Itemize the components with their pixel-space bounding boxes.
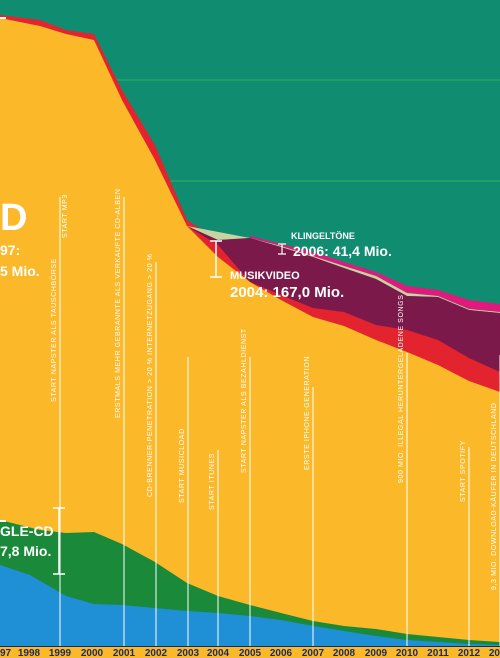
event-label: START NAPSTER ALS BEZAHLDIENST [241,328,248,473]
x-tick-label: 2010 [396,648,419,658]
event-label: CD-BRENNER-PENETRATION > 20 % INTERNETZU… [147,253,154,497]
klingeltoene-value: 2006: 41,4 Mio. [293,243,392,259]
x-tick-label: 2008 [333,648,356,658]
klingeltoene-area [187,226,500,313]
blue-area [0,565,500,646]
event-label: START SPOTIFY [460,440,467,502]
event-label: START MP3 [62,194,69,238]
musikvideo-name: MUSIKVIDEO [230,270,300,282]
musik-cd-value: 5 Mio. [0,263,40,279]
event-marker: START MP3 [62,194,69,238]
x-tick-label: 2013 [489,648,500,658]
area-labels: D 97: 5 Mio. KLINGELTÖNE 2006: 41,4 Mio. MUSI… [0,17,392,575]
x-tick-label: 2011 [427,648,449,658]
musik-cd-year: 97: [0,242,20,258]
x-tick-label: 2012 [458,648,481,658]
klingeltoene-name: KLINGELTÖNE [291,231,355,241]
event-label: 9,3 MIO. DOWNLOAD-KÄUFER IN DEUTSCHLAND [490,402,498,590]
x-tick-label: 2009 [365,648,388,658]
x-tick-label: 2006 [270,648,293,658]
event-label: 900 MIO. ILLEGAL HERUNTERGELADENE SONGS [398,295,405,483]
event-label: ERSTMALS MEHR GEBRANNTE ALS VERKAUFTE CD… [115,189,122,418]
area-layers [0,15,500,646]
musikvideo-area [187,226,500,372]
x-tick-label: 1998 [18,648,41,658]
x-tick-label: 2007 [302,648,325,658]
axis-band [0,646,500,658]
musik-cd-area [0,18,500,646]
single-cd-value: 7,8 Mio. [0,543,51,559]
musik-cd-title: D [0,197,27,239]
event-label: ERSTE IPHONE-GENERATION [304,356,311,470]
single-cd-name: GLE-CD [0,523,54,539]
x-tick-label: 2001 [113,648,136,658]
x-tick-label: 2002 [145,648,168,658]
x-axis: 1997 1998 1999 2000 2001 2002 2003 2004 2005 2006… [0,646,500,658]
x-tick-label: 2000 [81,648,104,658]
x-tick-label: 1997 [0,648,12,658]
event-label: START MUSICLOAD [179,428,186,503]
pink-area [250,236,500,312]
x-tick-label: 1999 [49,648,72,658]
musikvideo-value: 2004: 167,0 Mio. [230,284,344,301]
event-label: START ITUNES [209,453,216,510]
event-label: START NAPSTER ALS TAUSCHBÖRSE [50,258,58,402]
x-tick-label: 2004 [207,648,230,658]
x-tick-label: 2003 [177,648,200,658]
x-tick-label: 2005 [239,648,262,658]
